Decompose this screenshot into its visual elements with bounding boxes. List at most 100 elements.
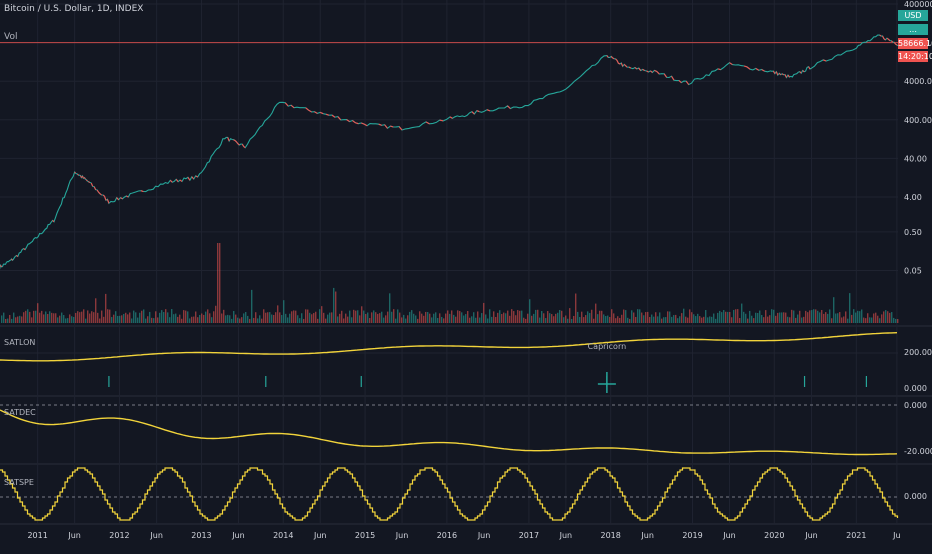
volume-bar xyxy=(753,318,755,323)
volume-bar xyxy=(849,293,851,323)
volume-bar xyxy=(275,312,277,323)
volume-bar xyxy=(465,314,467,323)
x-tick-label: Jun xyxy=(313,531,327,540)
satlon-series-line xyxy=(0,332,898,362)
volume-bar xyxy=(103,316,105,323)
price-down-segment xyxy=(507,105,511,109)
volume-bar xyxy=(169,317,171,323)
volume-bar xyxy=(409,311,411,323)
volume-bar xyxy=(427,311,429,323)
volume-bar xyxy=(721,312,723,323)
price-down-segment xyxy=(140,190,144,193)
volume-bar xyxy=(539,317,541,323)
volume-bar xyxy=(407,315,409,323)
price-down-segment xyxy=(893,41,897,45)
price-down-segment xyxy=(74,171,77,174)
volume-bar xyxy=(121,315,123,323)
volume-bar xyxy=(767,316,769,323)
volume-bar xyxy=(285,313,287,323)
volume-bar xyxy=(707,317,709,323)
volume-bar xyxy=(871,317,873,323)
volume-bar xyxy=(237,317,239,323)
volume-bar xyxy=(501,314,503,323)
volume-bar xyxy=(219,243,221,323)
price-down-segment xyxy=(612,57,615,60)
volume-bar xyxy=(311,314,313,323)
volume-bar xyxy=(509,315,511,323)
volume-bar xyxy=(123,313,125,323)
price-down-segment xyxy=(102,194,105,197)
volume-bar xyxy=(139,312,141,323)
price-tag-3: 14:20:10 xyxy=(898,51,932,62)
satspe-series-line xyxy=(0,467,899,521)
volume-label[interactable]: Vol xyxy=(4,32,18,42)
currency-badge[interactable]: USD xyxy=(898,10,928,21)
volume-bar xyxy=(241,317,243,323)
volume-bar xyxy=(61,312,63,323)
volume-bar xyxy=(467,311,469,323)
volume-bar xyxy=(463,315,465,323)
satlon-label[interactable]: SATLON xyxy=(4,338,36,347)
volume-bar xyxy=(39,312,41,323)
satspe-label[interactable]: SATSPE xyxy=(4,478,34,487)
volume-bar xyxy=(7,318,9,323)
volume-bar xyxy=(683,308,685,323)
volume-bar xyxy=(873,313,875,323)
volume-bar xyxy=(827,313,829,323)
volume-bar xyxy=(369,318,371,323)
volume-bar xyxy=(145,318,147,323)
volume-bar xyxy=(355,310,357,323)
price-down-segment xyxy=(106,199,110,204)
volume-bar xyxy=(477,311,479,323)
volume-bar xyxy=(183,310,185,323)
volume-bar xyxy=(429,313,431,323)
price-down-segment xyxy=(755,67,760,71)
volume-bar xyxy=(499,310,501,323)
volume-bar xyxy=(19,315,21,323)
volume-bar xyxy=(579,317,581,323)
x-tick-label: 2018 xyxy=(601,531,621,540)
price-down-segment xyxy=(16,255,19,257)
volume-bar xyxy=(525,318,527,323)
volume-bar xyxy=(35,310,37,323)
volume-bar xyxy=(661,318,663,323)
price-down-segment xyxy=(235,141,239,145)
volume-bar xyxy=(33,310,35,323)
volume-bar xyxy=(191,316,193,323)
volume-bar xyxy=(49,311,51,323)
volume-bar xyxy=(607,315,609,323)
volume-bar xyxy=(605,316,607,323)
volume-bar xyxy=(141,310,143,323)
price-down-segment xyxy=(195,175,198,178)
satdec-label[interactable]: SATDEC xyxy=(4,408,36,417)
price-down-segment xyxy=(717,68,721,71)
volume-bar xyxy=(163,312,165,323)
price-down-segment xyxy=(671,75,675,81)
price-down-segment xyxy=(398,126,403,131)
volume-bar xyxy=(37,303,39,323)
price-down-segment xyxy=(191,176,195,180)
price-down-segment xyxy=(52,219,55,223)
volume-bar xyxy=(353,309,355,323)
price-down-segment xyxy=(120,197,123,200)
volume-bar xyxy=(265,312,267,323)
volume-bar xyxy=(235,314,237,323)
price-down-segment xyxy=(620,62,624,67)
price-down-segment xyxy=(656,71,660,75)
price-down-segment xyxy=(79,175,82,178)
price-down-segment xyxy=(169,179,173,183)
volume-bar xyxy=(797,314,799,323)
satdec-y-tick-label: -20.000 xyxy=(904,447,932,456)
price-down-segment xyxy=(237,143,240,146)
price-down-segment xyxy=(729,62,733,66)
price-y-tick-label: 4.00 xyxy=(904,193,922,202)
volume-bar xyxy=(623,309,625,323)
volume-bar xyxy=(257,318,259,323)
volume-bar xyxy=(469,317,471,323)
volume-bar xyxy=(631,310,633,323)
volume-bar xyxy=(333,287,335,323)
price-down-segment xyxy=(890,40,894,43)
volume-bar xyxy=(277,305,279,323)
symbol-title[interactable]: Bitcoin / U.S. Dollar, 1D, INDEX xyxy=(4,4,144,14)
